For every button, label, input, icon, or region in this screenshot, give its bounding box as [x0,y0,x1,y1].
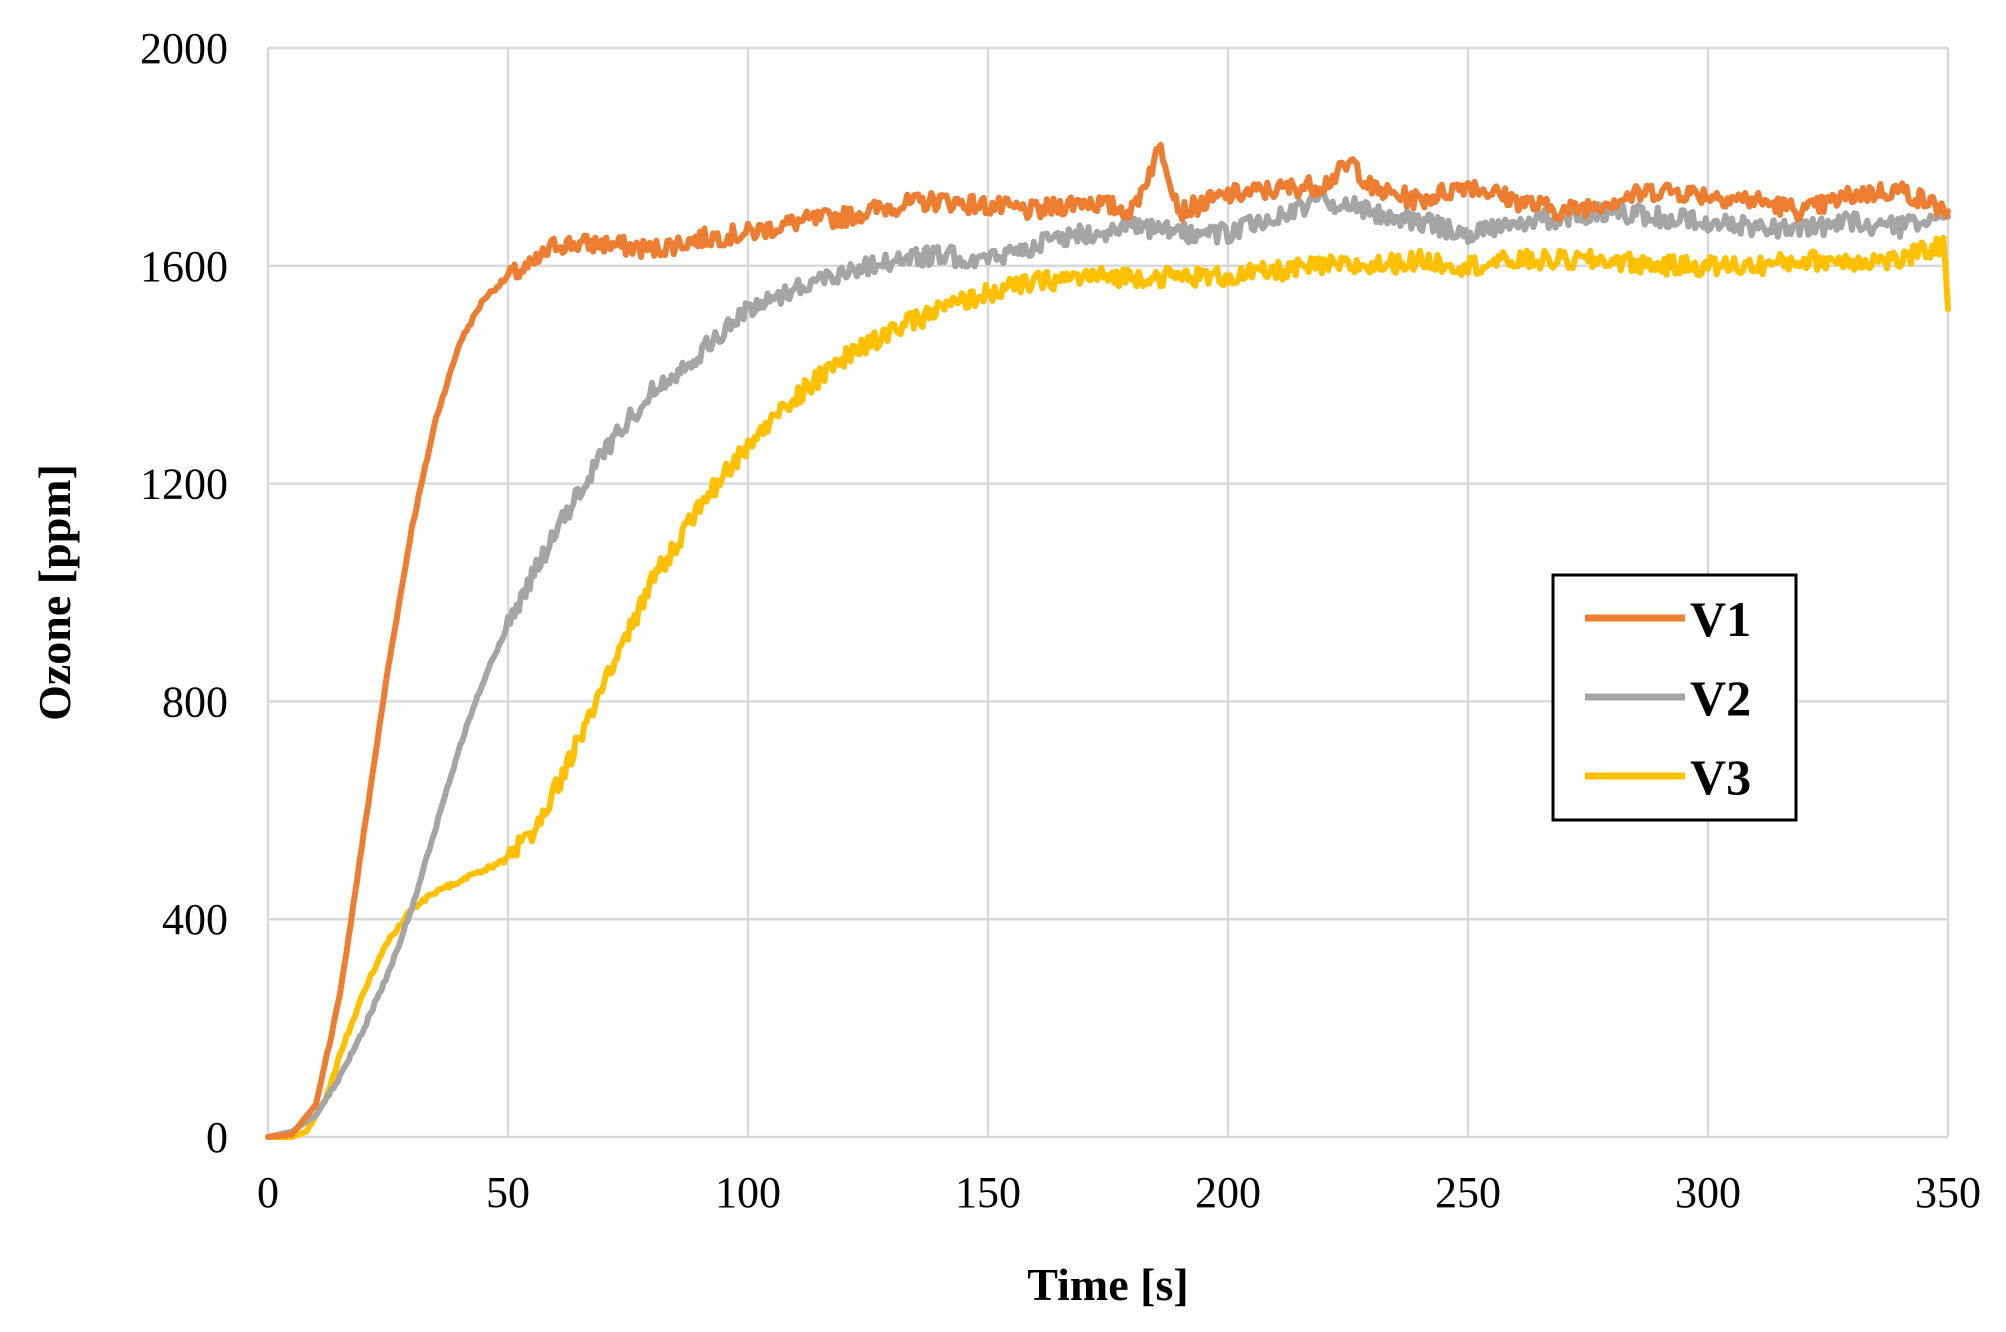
y-axis-title: Ozone [ppm] [29,464,80,721]
y-tick-label: 0 [206,1113,228,1162]
tick-labels: 0 50 100 150 200 250 300 350 0 400 800 1200 1600 2000 [140,24,1981,1217]
legend: V1 V2 V3 [1551,573,1798,822]
x-tick-label: 0 [257,1168,279,1217]
series-line-v2 [265,190,1951,1140]
legend-label-v2: V2 [1690,670,1751,726]
y-tick-label: 1200 [140,460,228,509]
x-axis-title: Time [s] [1027,1259,1188,1310]
y-tick-label: 400 [162,895,228,944]
x-tick-label: 200 [1195,1168,1261,1217]
x-tick-label: 100 [715,1168,781,1217]
y-tick-label: 1600 [140,242,228,291]
x-tick-label: 350 [1915,1168,1981,1217]
x-tick-label: 50 [486,1168,530,1217]
series-line-v3 [265,234,1951,1140]
legend-label-v1: V1 [1690,591,1751,647]
y-tick-label: 2000 [140,24,228,73]
x-tick-label: 300 [1675,1168,1741,1217]
series-line-v1 [265,141,1951,1140]
series-lines [265,141,1951,1140]
legend-label-v3: V3 [1690,749,1751,805]
x-tick-label: 250 [1435,1168,1501,1217]
x-tick-label: 150 [955,1168,1021,1217]
y-tick-label: 800 [162,677,228,726]
